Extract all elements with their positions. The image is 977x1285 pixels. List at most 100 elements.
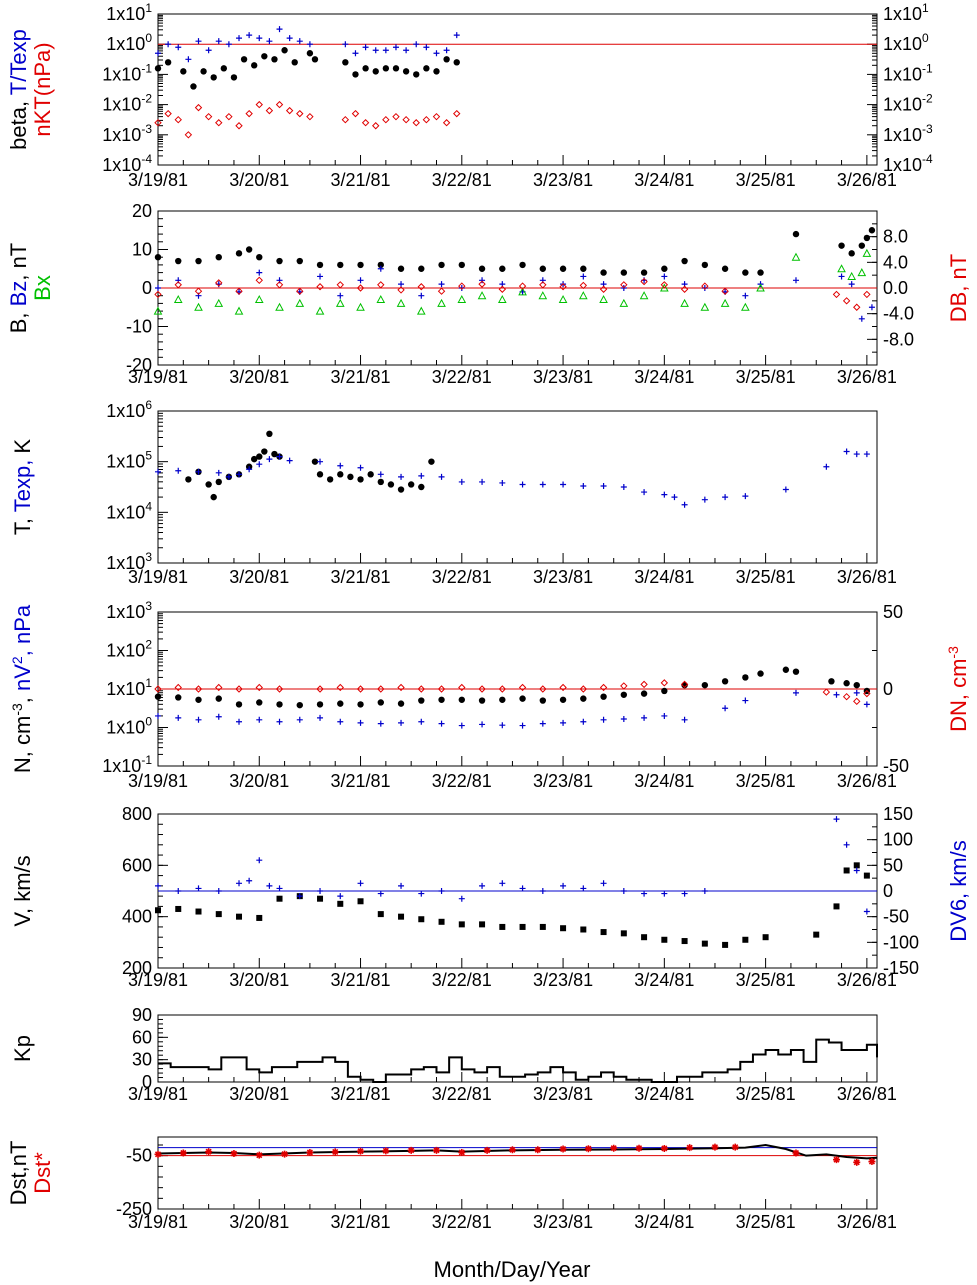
data-point [398, 719, 405, 726]
data-point [398, 281, 405, 288]
data-point [266, 430, 273, 437]
label-part: , nT [6, 243, 31, 281]
data-point [600, 880, 607, 887]
data-point [225, 41, 232, 48]
data-point [479, 721, 486, 728]
data-point [792, 689, 799, 696]
y-tick-exponent: 0 [145, 31, 152, 45]
x-tick-label: 3/22/81 [432, 1212, 492, 1232]
data-point [357, 898, 364, 905]
data-point [417, 283, 426, 291]
data-point [519, 923, 526, 930]
data-point [539, 481, 546, 488]
data-point [457, 294, 467, 304]
data-point [428, 458, 435, 465]
data-point [315, 306, 325, 315]
data-point [660, 281, 669, 289]
x-tick-label: 3/20/81 [229, 1212, 289, 1232]
data-point [868, 1158, 876, 1166]
data-point [286, 35, 293, 42]
data-point [377, 685, 385, 693]
data-point [433, 50, 440, 57]
data-point [204, 112, 213, 121]
data-point [413, 41, 420, 48]
y-tick-label: 1x101 [106, 1, 152, 24]
x-tick-label: 3/24/81 [634, 567, 694, 587]
data-point [680, 298, 689, 307]
data-point [341, 115, 350, 124]
data-point [432, 1146, 440, 1154]
data-point [367, 471, 374, 478]
data-point [377, 281, 385, 289]
data-point [619, 298, 629, 307]
y-tick-exponent: 1 [145, 1, 152, 15]
data-point [680, 680, 689, 689]
data-point [519, 261, 526, 269]
y-tick-label: 1x100 [106, 715, 152, 738]
x-tick-label: 3/23/81 [533, 170, 593, 190]
data-point [154, 65, 162, 72]
data-point [317, 895, 324, 902]
data-point [214, 298, 224, 307]
data-point [599, 294, 608, 304]
data-point [347, 473, 354, 481]
data-point [311, 458, 319, 465]
data-point [281, 47, 288, 54]
data-point [681, 890, 688, 897]
data-point [357, 476, 364, 483]
data-point [458, 282, 466, 290]
data-point [246, 32, 253, 39]
data-point [276, 257, 283, 265]
data-point [190, 83, 197, 90]
data-point [792, 1149, 800, 1157]
data-point [539, 281, 547, 289]
data-point [580, 265, 587, 272]
x-tick-label: 3/21/81 [331, 170, 391, 190]
data-point [661, 491, 668, 498]
data-point [479, 277, 486, 284]
y-tick-label: 1x101 [106, 676, 152, 699]
data-point [863, 908, 870, 915]
data-point [858, 242, 866, 249]
data-point [261, 53, 268, 60]
data-point [828, 678, 835, 685]
data-point [559, 683, 567, 692]
y-tick-label: 400 [122, 907, 152, 927]
data-point [256, 269, 263, 276]
data-point [154, 119, 162, 127]
data-point [276, 26, 283, 33]
data-point [174, 683, 182, 692]
label-part: -3 [9, 703, 25, 716]
data-point [833, 816, 840, 823]
data-point [317, 273, 324, 280]
x-tick-label: 3/26/81 [837, 1212, 897, 1232]
data-point [180, 68, 187, 75]
data-point [331, 1148, 339, 1156]
x-tick-label: 3/21/81 [331, 970, 391, 990]
data-point [377, 911, 384, 918]
y-tick-label: 600 [122, 855, 152, 875]
x-tick-label: 3/22/81 [432, 970, 492, 990]
x-tick-label: 3/21/81 [331, 367, 391, 387]
data-point [437, 287, 446, 295]
data-point [498, 285, 507, 293]
data-point [438, 720, 445, 727]
data-point [640, 680, 648, 689]
data-point [418, 697, 425, 704]
data-point [499, 696, 506, 703]
data-point [458, 722, 465, 729]
data-point [661, 273, 668, 280]
y-tick-label: 1x103 [106, 599, 152, 622]
data-point [560, 925, 567, 932]
y-tick-label: 90 [132, 1005, 152, 1025]
data-point [458, 683, 466, 692]
data-point [483, 1146, 491, 1154]
data-point [266, 38, 273, 45]
x-tick-label: 3/25/81 [736, 970, 796, 990]
data-point [701, 282, 709, 290]
data-point [539, 265, 547, 272]
data-point [295, 298, 305, 307]
x-tick-label: 3/23/81 [533, 367, 593, 387]
data-point [539, 888, 546, 894]
data-point [372, 47, 379, 54]
